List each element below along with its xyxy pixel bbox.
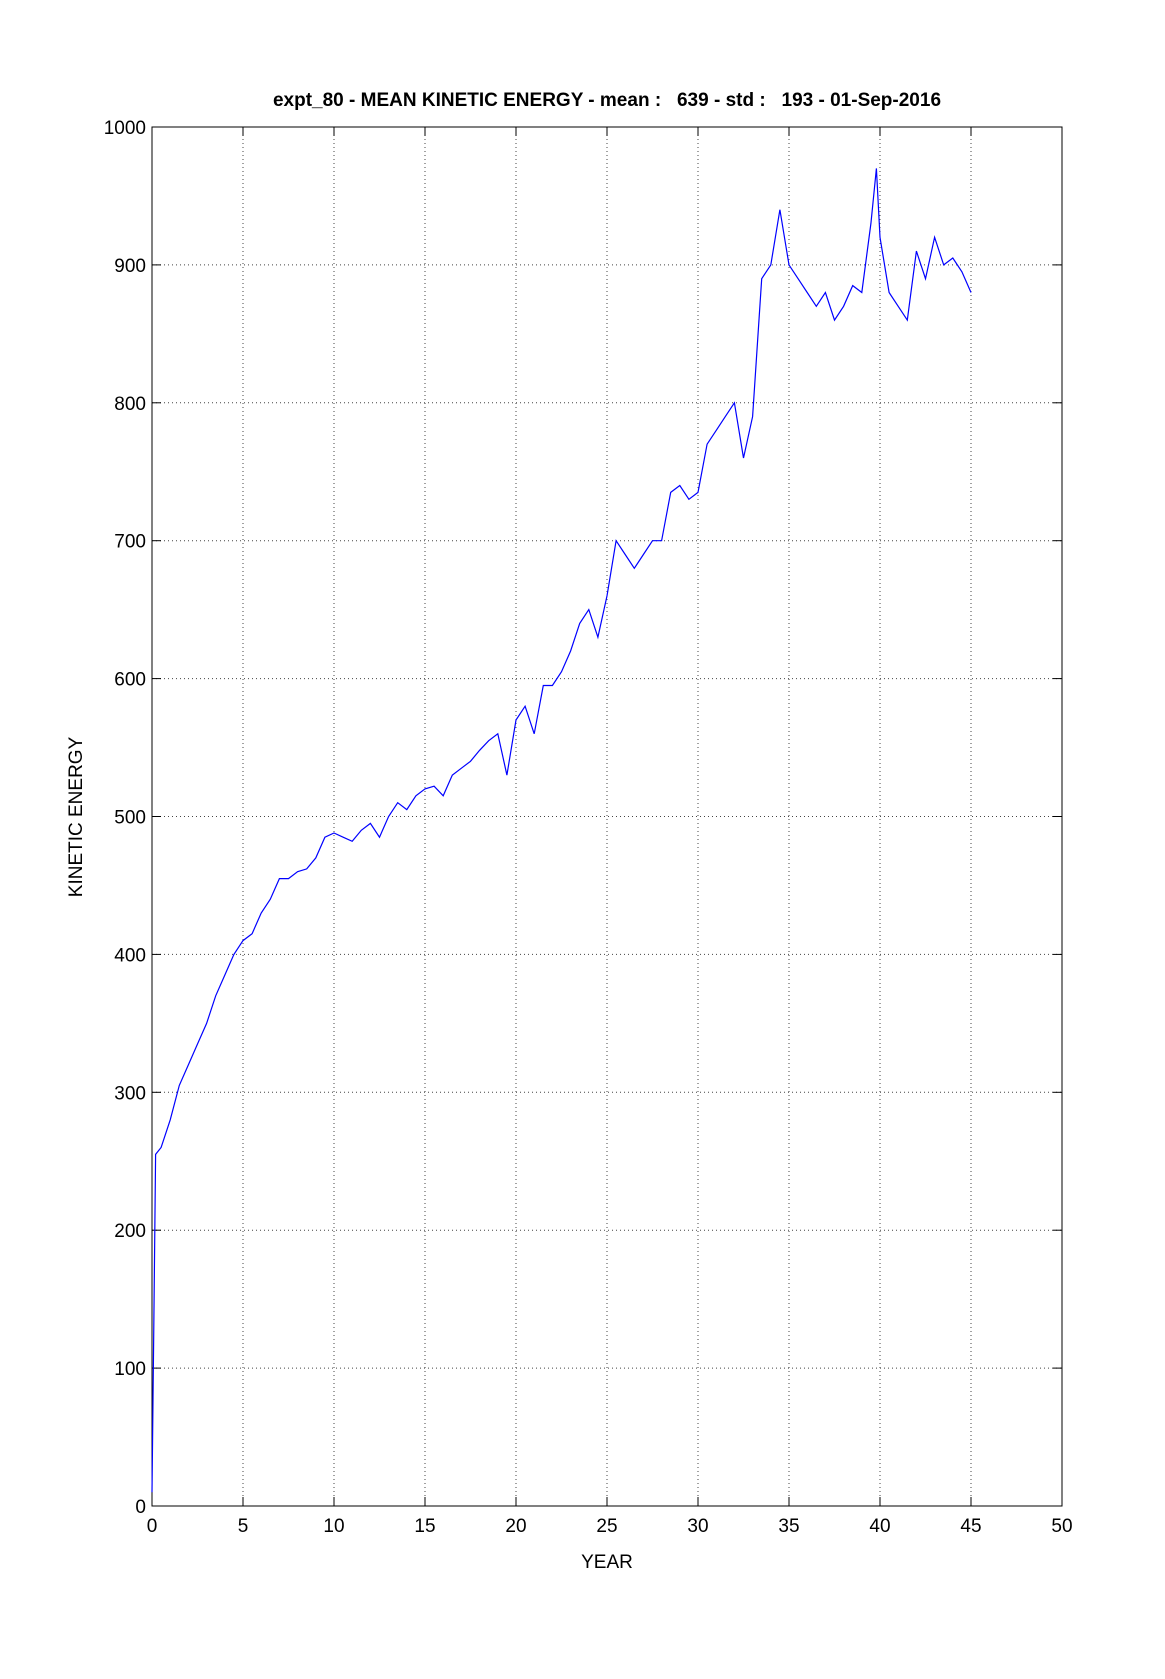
x-tick-label: 15 xyxy=(414,1516,435,1537)
x-tick-label: 30 xyxy=(687,1516,708,1537)
x-tick-label: 25 xyxy=(596,1516,617,1537)
x-tick-label: 50 xyxy=(1051,1516,1072,1537)
y-tick-label: 1000 xyxy=(104,118,146,139)
y-tick-label: 400 xyxy=(114,945,146,966)
x-tick-label: 35 xyxy=(778,1516,799,1537)
y-tick-label: 300 xyxy=(114,1083,146,1104)
x-tick-label: 40 xyxy=(869,1516,890,1537)
plot-frame xyxy=(151,126,1063,1507)
x-tick-label: 5 xyxy=(238,1516,249,1537)
x-tick-label: 20 xyxy=(505,1516,526,1537)
y-tick-label: 0 xyxy=(135,1497,146,1518)
y-axis-label: KINETIC ENERGY xyxy=(66,736,87,897)
y-tick-label: 600 xyxy=(114,670,146,691)
x-tick-label: 10 xyxy=(323,1516,344,1537)
y-tick-label: 100 xyxy=(114,1359,146,1380)
chart-title: expt_80 - MEAN KINETIC ENERGY - mean : 6… xyxy=(273,90,941,111)
y-tick-label: 800 xyxy=(114,394,146,415)
y-tick-label: 500 xyxy=(114,808,146,829)
y-tick-label: 700 xyxy=(114,532,146,553)
y-tick-label: 900 xyxy=(114,256,146,277)
x-tick-label: 45 xyxy=(960,1516,981,1537)
x-axis-label: YEAR xyxy=(581,1552,633,1573)
data-line xyxy=(151,168,972,1493)
x-tick-label: 0 xyxy=(147,1516,158,1537)
y-tick-label: 200 xyxy=(114,1221,146,1242)
